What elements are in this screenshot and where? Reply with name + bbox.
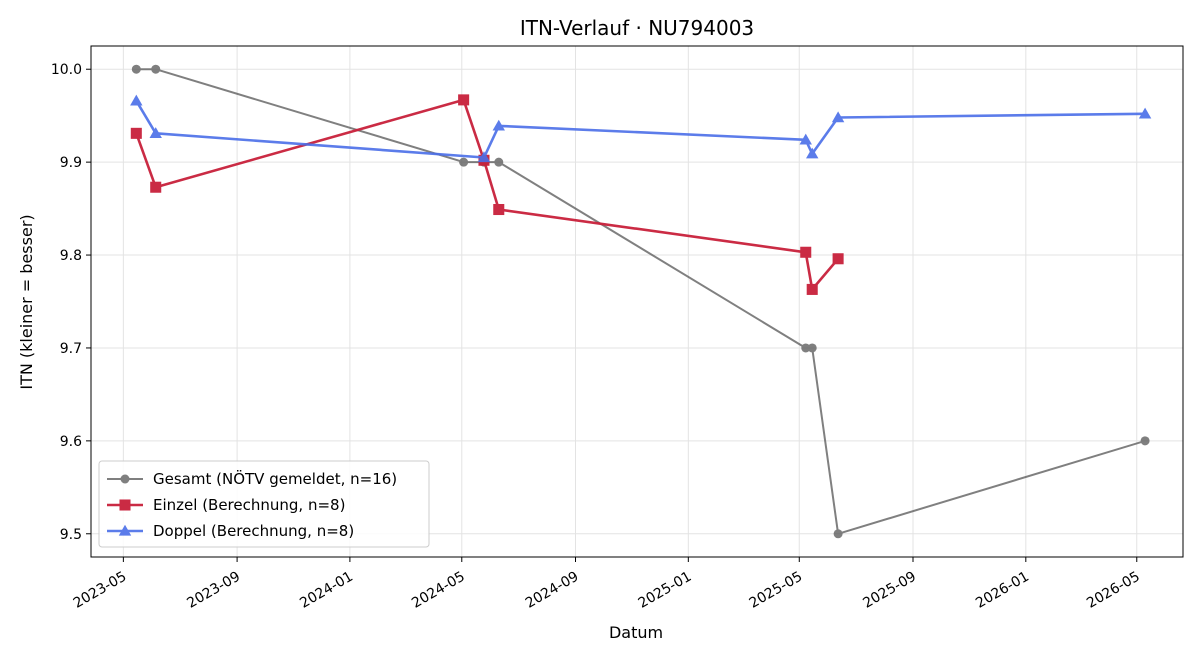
x-tick-label: 2023-09: [184, 569, 243, 612]
y-tick-label: 9.9: [60, 155, 82, 171]
x-tick-label: 2025-01: [636, 569, 695, 612]
legend: Gesamt (NÖTV gemeldet, n=16) Einzel (Bere…: [98, 460, 430, 548]
legend-marker: [118, 524, 132, 536]
data-point: [806, 283, 818, 295]
y-tick-label: 9.8: [60, 248, 82, 264]
data-point: [150, 181, 162, 193]
y-tick-label: 10.0: [51, 62, 82, 78]
series-line: [135, 98, 840, 291]
series-line: [135, 100, 1146, 159]
x-axis: 2023-05 2023-09 2024-01 2024-05 2024-09 2025-…: [71, 557, 1143, 612]
y-tick-label: 9.5: [60, 527, 82, 543]
x-axis-label: Datum: [609, 623, 663, 642]
data-point: [1140, 436, 1150, 446]
data-point: [806, 147, 819, 159]
data-point: [477, 151, 491, 163]
y-tick-label: 9.7: [60, 341, 82, 357]
chart-title: ITN-Verlauf · NU794003: [520, 16, 754, 40]
x-tick-label: 2024-05: [409, 569, 468, 612]
x-tick-label: 2024-09: [523, 569, 582, 612]
legend-marker: [119, 499, 131, 511]
data-point: [801, 343, 811, 353]
legend-marker: [120, 474, 130, 484]
data-point: [149, 127, 162, 138]
legend-item-1: [107, 474, 143, 484]
x-tick-label: 2026-01: [973, 569, 1032, 612]
y-axis: 10.0 9.9 9.8 9.7 9.6 9.5: [51, 62, 91, 543]
x-tick-label: 2025-09: [860, 569, 919, 612]
data-point: [833, 529, 843, 539]
x-tick-label: 2024-01: [297, 569, 356, 612]
legend-label: Einzel (Berechnung, n=8): [153, 496, 345, 514]
data-point: [832, 253, 844, 265]
x-tick-label: 2026-05: [1084, 569, 1143, 612]
data-point: [458, 94, 470, 106]
data-point: [131, 64, 141, 74]
legend-item-2: [107, 499, 143, 511]
legend-label: Gesamt (NÖTV gemeldet, n=16): [153, 469, 397, 488]
data-point: [799, 133, 812, 145]
legend-label: Doppel (Berechnung, n=8): [153, 522, 354, 540]
data-point: [831, 111, 845, 123]
legend-frame: [98, 460, 430, 548]
data-point: [459, 157, 469, 167]
plot-area: [90, 45, 1184, 558]
x-tick-label: 2023-05: [71, 569, 130, 612]
grid-lines: [91, 46, 1183, 557]
data-point: [130, 127, 142, 139]
x-tick-label: 2025-05: [747, 569, 806, 612]
data-point: [493, 204, 505, 216]
data-point: [494, 157, 504, 167]
series-layer: [130, 64, 1152, 539]
data-point: [800, 246, 812, 258]
legend-item-3: [107, 524, 143, 536]
series-2: [130, 94, 844, 295]
y-tick-label: 9.6: [60, 434, 82, 450]
y-axis-label: ITN (kleiner = besser): [17, 214, 36, 389]
data-point: [1138, 107, 1152, 119]
data-point: [807, 343, 817, 353]
series-3: [130, 94, 1152, 163]
data-point: [130, 94, 143, 106]
data-point: [151, 64, 161, 74]
data-point: [492, 119, 505, 131]
